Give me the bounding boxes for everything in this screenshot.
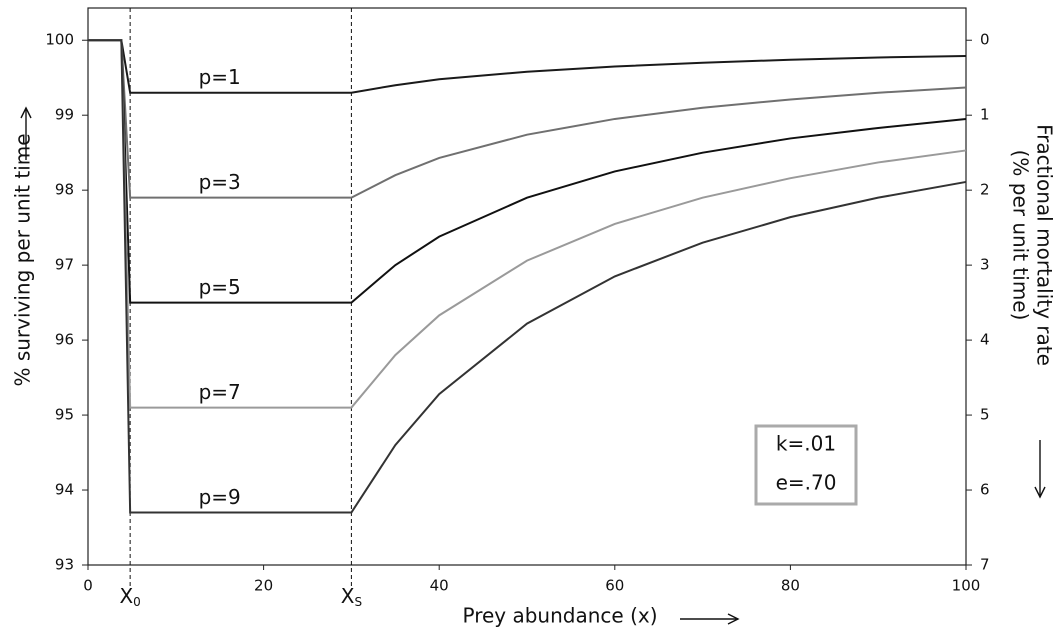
marker-label-sub: 0 xyxy=(133,595,141,609)
series-line xyxy=(88,39,967,409)
x-arrow-head xyxy=(727,613,740,625)
y-tick-label: 98 xyxy=(55,181,74,199)
y-arrow-head xyxy=(20,106,32,119)
x-tick-label: 20 xyxy=(254,577,273,595)
y-tick-label: 93 xyxy=(55,556,74,574)
annotation: e=.70 xyxy=(776,471,837,495)
series-label: p=1 xyxy=(199,65,241,89)
y2-tick-label: 7 xyxy=(980,556,990,574)
y-tick-label: 95 xyxy=(55,406,74,424)
y2-tick-label: 0 xyxy=(980,31,990,49)
x-tick-label: 80 xyxy=(781,577,800,595)
marker-label: X0 xyxy=(119,584,140,609)
plot-frame xyxy=(87,7,967,566)
y2-tick-label: 2 xyxy=(980,181,990,199)
x-tick-label: 40 xyxy=(430,577,449,595)
x-tick-label: 60 xyxy=(605,577,624,595)
annotation: k=.01 xyxy=(776,432,836,456)
y-tick-label: 94 xyxy=(55,481,74,499)
marker-label-main: X xyxy=(341,584,355,608)
marker-label-sub: S xyxy=(354,595,362,609)
y-tick-label: 99 xyxy=(55,106,74,124)
series-label: p=5 xyxy=(199,275,241,299)
y2-axis-label: Fractional mortality rate xyxy=(1033,124,1057,366)
series-line xyxy=(88,39,967,94)
y2-tick-label: 6 xyxy=(980,481,990,499)
y2-tick-label: 5 xyxy=(980,406,990,424)
x-tick-label: 100 xyxy=(952,577,981,595)
x-tick-label: 0 xyxy=(83,577,93,595)
series-label: p=7 xyxy=(199,380,241,404)
y2-tick-label: 3 xyxy=(980,256,990,274)
series-line xyxy=(88,39,967,304)
y-tick-label: 100 xyxy=(45,31,74,49)
y-tick-label: 97 xyxy=(55,256,74,274)
y-axis-label: % surviving per unit time xyxy=(11,133,35,386)
series-line xyxy=(88,39,967,514)
y2-tick-label: 4 xyxy=(980,331,990,349)
marker-label-main: X xyxy=(119,584,133,608)
series-label: p=3 xyxy=(199,170,241,194)
y-tick-label: 96 xyxy=(55,331,74,349)
y2-tick-label: 1 xyxy=(980,106,990,124)
series-line xyxy=(88,39,967,199)
parameter-box xyxy=(754,424,858,506)
marker-label: XS xyxy=(341,584,362,609)
y2-axis-label: (% per unit time) xyxy=(1009,150,1033,321)
series-label: p=9 xyxy=(199,485,241,509)
y2-arrow-head xyxy=(1034,486,1046,499)
x-axis-label: Prey abundance (x) xyxy=(462,604,657,628)
